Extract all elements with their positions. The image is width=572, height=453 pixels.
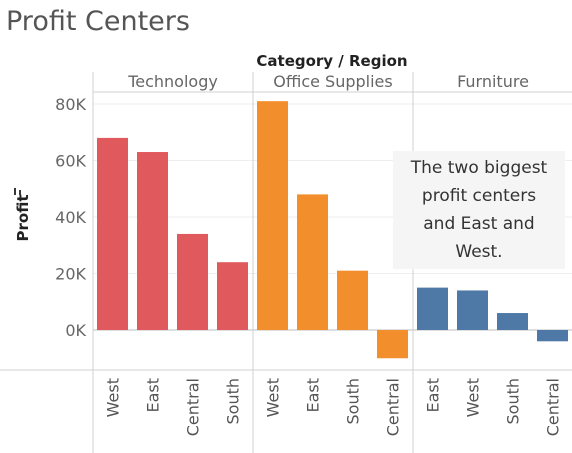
bar — [297, 194, 328, 330]
x-tick-label: West — [464, 378, 483, 417]
x-tick-label: West — [104, 378, 123, 417]
y-tick-label: 20K — [55, 265, 86, 284]
bar — [377, 330, 408, 358]
x-tick-label: East — [144, 378, 163, 413]
x-tick-label: Central — [544, 378, 563, 436]
bar — [217, 262, 248, 330]
y-tick-label: 40K — [55, 208, 86, 227]
bar — [257, 101, 288, 330]
bar — [497, 313, 528, 330]
x-tick-label: South — [504, 378, 523, 425]
x-tick-label: Central — [184, 378, 203, 436]
y-axis-label: Profit — [14, 195, 32, 242]
bar — [417, 288, 448, 330]
x-tick-label: East — [424, 378, 443, 413]
bar — [537, 330, 568, 341]
x-tick-label: East — [304, 378, 323, 413]
annotation-line: The two biggest — [410, 158, 548, 178]
column-header: Category / Region — [256, 52, 407, 70]
x-tick-label: West — [264, 378, 283, 417]
panel-label: Technology — [127, 72, 218, 91]
annotation-line: West. — [455, 242, 502, 262]
bar — [177, 234, 208, 330]
annotation-line: and East and — [423, 214, 534, 234]
chart-title: Profit Centers — [6, 6, 190, 37]
y-tick-label: 60K — [55, 152, 86, 171]
y-axis-label-group: Profit — [14, 188, 32, 242]
x-tick-label: South — [224, 378, 243, 425]
bar — [337, 271, 368, 330]
x-tick-label: Central — [384, 378, 403, 436]
annotation-box: The two biggest profit centers and East an… — [393, 151, 565, 269]
bar — [137, 152, 168, 330]
panel-label: Furniture — [457, 72, 529, 91]
annotation-line: profit centers — [422, 186, 536, 206]
panel-label: Office Supplies — [273, 72, 392, 91]
filter-icon[interactable] — [15, 188, 20, 195]
bar — [97, 138, 128, 330]
bar — [457, 290, 488, 330]
y-tick-label: 0K — [65, 321, 86, 340]
x-tick-label: South — [344, 378, 363, 425]
y-tick-label: 80K — [55, 95, 86, 114]
